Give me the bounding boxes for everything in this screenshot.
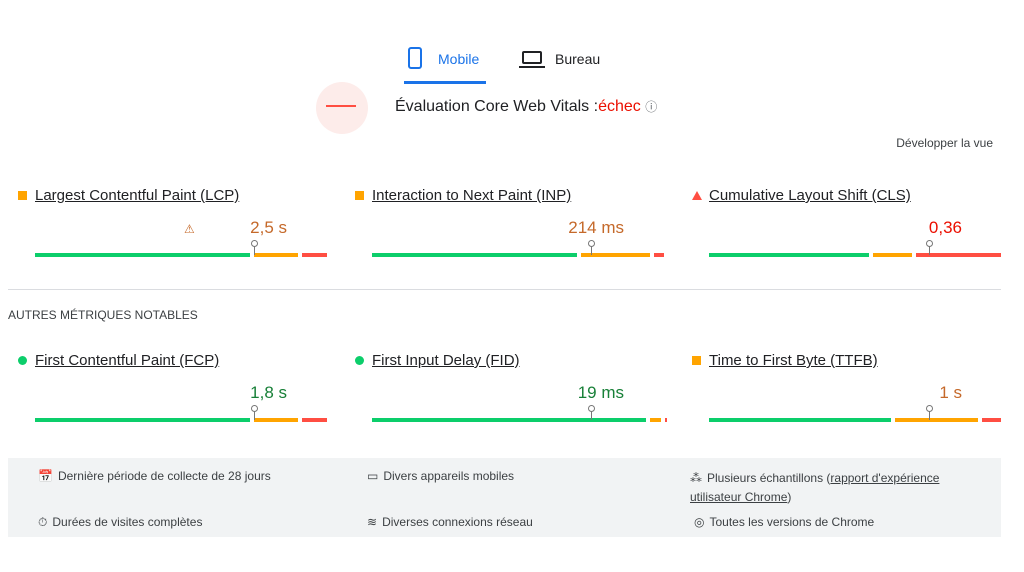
metric-name[interactable]: First Contentful Paint (FCP) bbox=[35, 352, 220, 369]
bar-average bbox=[895, 418, 978, 422]
metric-value: 19 ms bbox=[577, 383, 624, 402]
section-title: AUTRES MÉTRIQUES NOTABLES bbox=[8, 308, 198, 322]
status-icon bbox=[18, 191, 27, 200]
percentile-marker bbox=[926, 240, 933, 255]
footer-text: Dernière période de collecte de 28 jours bbox=[57, 469, 271, 483]
expand-link[interactable]: Développer la vue bbox=[896, 136, 993, 150]
bar-poor bbox=[654, 253, 664, 257]
percentile-marker bbox=[251, 405, 258, 420]
metric-name[interactable]: Cumulative Layout Shift (CLS) bbox=[709, 187, 911, 204]
status-icon bbox=[692, 356, 701, 365]
footer-item: ⏱ Durées de visites complètes bbox=[38, 515, 203, 529]
footer-text: Toutes les versions de Chrome bbox=[709, 515, 875, 529]
bar-average bbox=[254, 418, 298, 422]
badge-line bbox=[326, 105, 356, 107]
bar-average bbox=[581, 253, 650, 257]
tab-bureau[interactable]: Bureau bbox=[555, 51, 601, 67]
bar-poor bbox=[665, 418, 667, 422]
divider bbox=[8, 289, 1001, 290]
mobile-icon bbox=[408, 47, 422, 69]
metric-value: 0,36 bbox=[928, 218, 962, 237]
footer-text: Diverses connexions réseau bbox=[382, 515, 533, 529]
metric-value: 214 ms bbox=[568, 218, 624, 237]
bar-average bbox=[254, 253, 298, 257]
warning-icon: ⚠ bbox=[184, 222, 195, 236]
percentile-marker bbox=[588, 405, 595, 420]
footer-box bbox=[8, 458, 1001, 537]
assessment: Évaluation Core Web Vitals :échec ⓘ bbox=[395, 98, 658, 115]
bar-poor bbox=[302, 253, 327, 257]
assessment-label: Évaluation Core Web Vitals : bbox=[395, 98, 599, 115]
desktop-icon-base bbox=[519, 66, 545, 68]
footer-text: Plusieurs échantillons ( bbox=[707, 471, 831, 485]
bar-good bbox=[372, 253, 577, 257]
bar-good bbox=[35, 418, 250, 422]
footer-item: ◎ Toutes les versions de Chrome bbox=[694, 515, 875, 529]
desktop-icon bbox=[522, 51, 542, 64]
assessment-status: échec bbox=[598, 98, 641, 115]
footer-text: ) bbox=[787, 490, 792, 504]
metric-name[interactable]: First Input Delay (FID) bbox=[372, 352, 520, 369]
metric-name[interactable]: Interaction to Next Paint (INP) bbox=[372, 187, 572, 204]
footer-text: Durées de visites complètes bbox=[52, 515, 203, 529]
bar-poor bbox=[302, 418, 327, 422]
status-icon bbox=[355, 356, 364, 365]
status-icon bbox=[355, 191, 364, 200]
bar-average bbox=[873, 253, 912, 257]
footer-text: Divers appareils mobiles bbox=[383, 469, 515, 483]
tab-indicator bbox=[404, 81, 486, 84]
bar-good bbox=[709, 253, 869, 257]
bar-good bbox=[709, 418, 891, 422]
metric-value: 1,8 s bbox=[250, 383, 287, 402]
footer-item: 📅 Dernière période de collecte de 28 jour… bbox=[38, 469, 271, 483]
bar-poor bbox=[916, 253, 1001, 257]
metric-name[interactable]: Largest Contentful Paint (LCP) bbox=[35, 187, 240, 204]
bar-average bbox=[650, 418, 661, 422]
footer-link[interactable]: rapport d'expérience utilisateur Chrome bbox=[690, 471, 940, 504]
status-icon bbox=[692, 191, 702, 200]
status-icon bbox=[18, 356, 27, 365]
percentile-marker bbox=[926, 405, 933, 420]
percentile-marker bbox=[251, 240, 258, 255]
bar-good bbox=[372, 418, 646, 422]
footer-item: ▭ Divers appareils mobiles bbox=[367, 469, 515, 483]
assessment-badge bbox=[316, 82, 368, 134]
tab-mobile[interactable]: Mobile bbox=[438, 51, 480, 67]
percentile-marker bbox=[588, 240, 595, 255]
footer-item: ⁂ Plusieurs échantillons (rapport d'expér… bbox=[690, 471, 940, 504]
bar-poor bbox=[982, 418, 1001, 422]
metric-value: 2,5 s bbox=[250, 218, 287, 237]
footer-item: ≋ Diverses connexions réseau bbox=[367, 515, 533, 529]
metric-value: 1 s bbox=[939, 383, 962, 402]
metric-name[interactable]: Time to First Byte (TTFB) bbox=[709, 352, 878, 369]
bar-good bbox=[35, 253, 250, 257]
